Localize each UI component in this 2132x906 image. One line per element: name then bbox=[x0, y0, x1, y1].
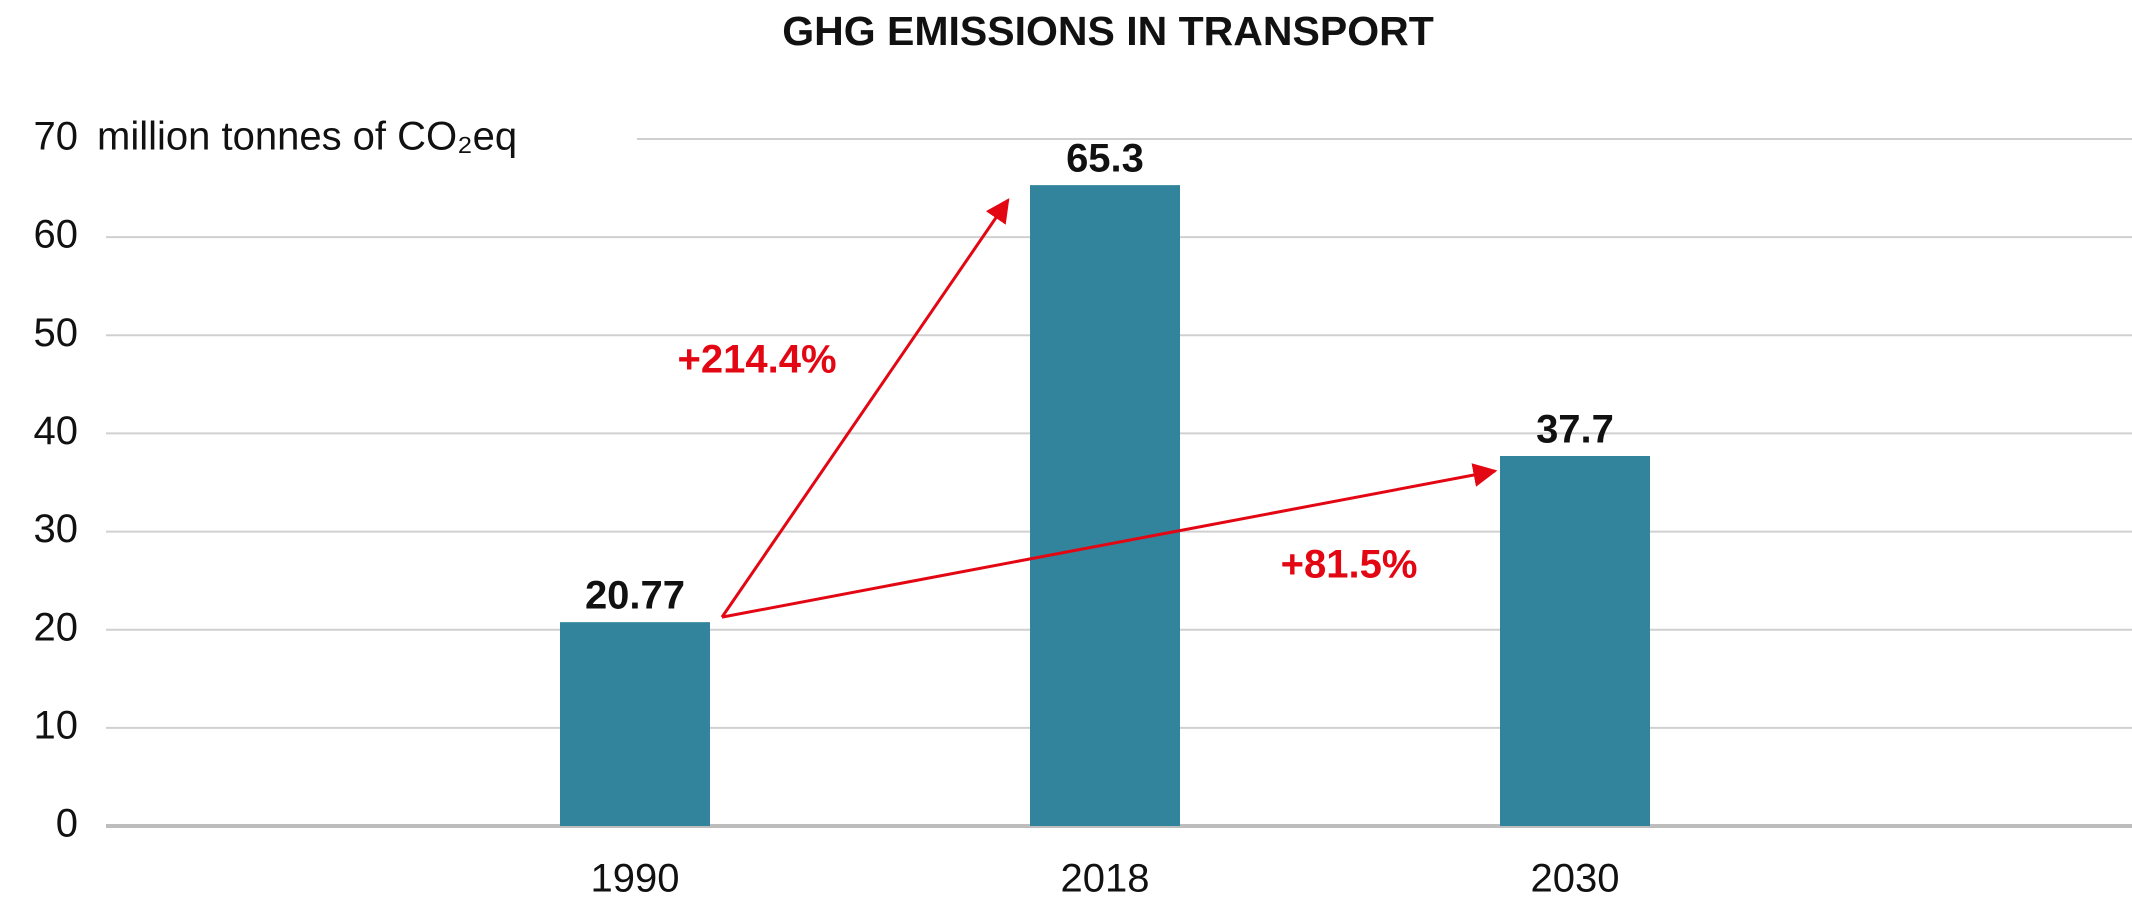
bar bbox=[560, 622, 710, 826]
axis-label: million tonnes of CO₂eq bbox=[97, 115, 517, 159]
bar bbox=[1030, 185, 1180, 826]
y-tick-label: 10 bbox=[34, 703, 79, 747]
annotation: +214.4% bbox=[677, 338, 836, 382]
y-tick-label: 30 bbox=[34, 507, 79, 551]
y-tick-label: 20 bbox=[34, 605, 79, 649]
x-tick-label: 2030 bbox=[1531, 857, 1620, 901]
y-tick-label: 40 bbox=[34, 409, 79, 453]
y-tick-label: 60 bbox=[34, 213, 79, 257]
arrow bbox=[721, 463, 1498, 619]
y-tick-label: 70 bbox=[34, 115, 79, 159]
data-label: 20.77 bbox=[585, 574, 685, 618]
arrow bbox=[720, 198, 1010, 619]
x-tick-label: 2018 bbox=[1061, 857, 1150, 901]
y-tick-label: 0 bbox=[56, 802, 78, 846]
bar bbox=[1500, 456, 1650, 826]
y-tick-label: 50 bbox=[34, 311, 79, 355]
annotation: +81.5% bbox=[1281, 543, 1418, 587]
x-tick-label: 1990 bbox=[591, 857, 680, 901]
chart-title: GHG EMISSIONS IN TRANSPORT bbox=[782, 8, 1434, 54]
data-label: 37.7 bbox=[1536, 408, 1614, 452]
data-label: 65.3 bbox=[1066, 137, 1144, 181]
